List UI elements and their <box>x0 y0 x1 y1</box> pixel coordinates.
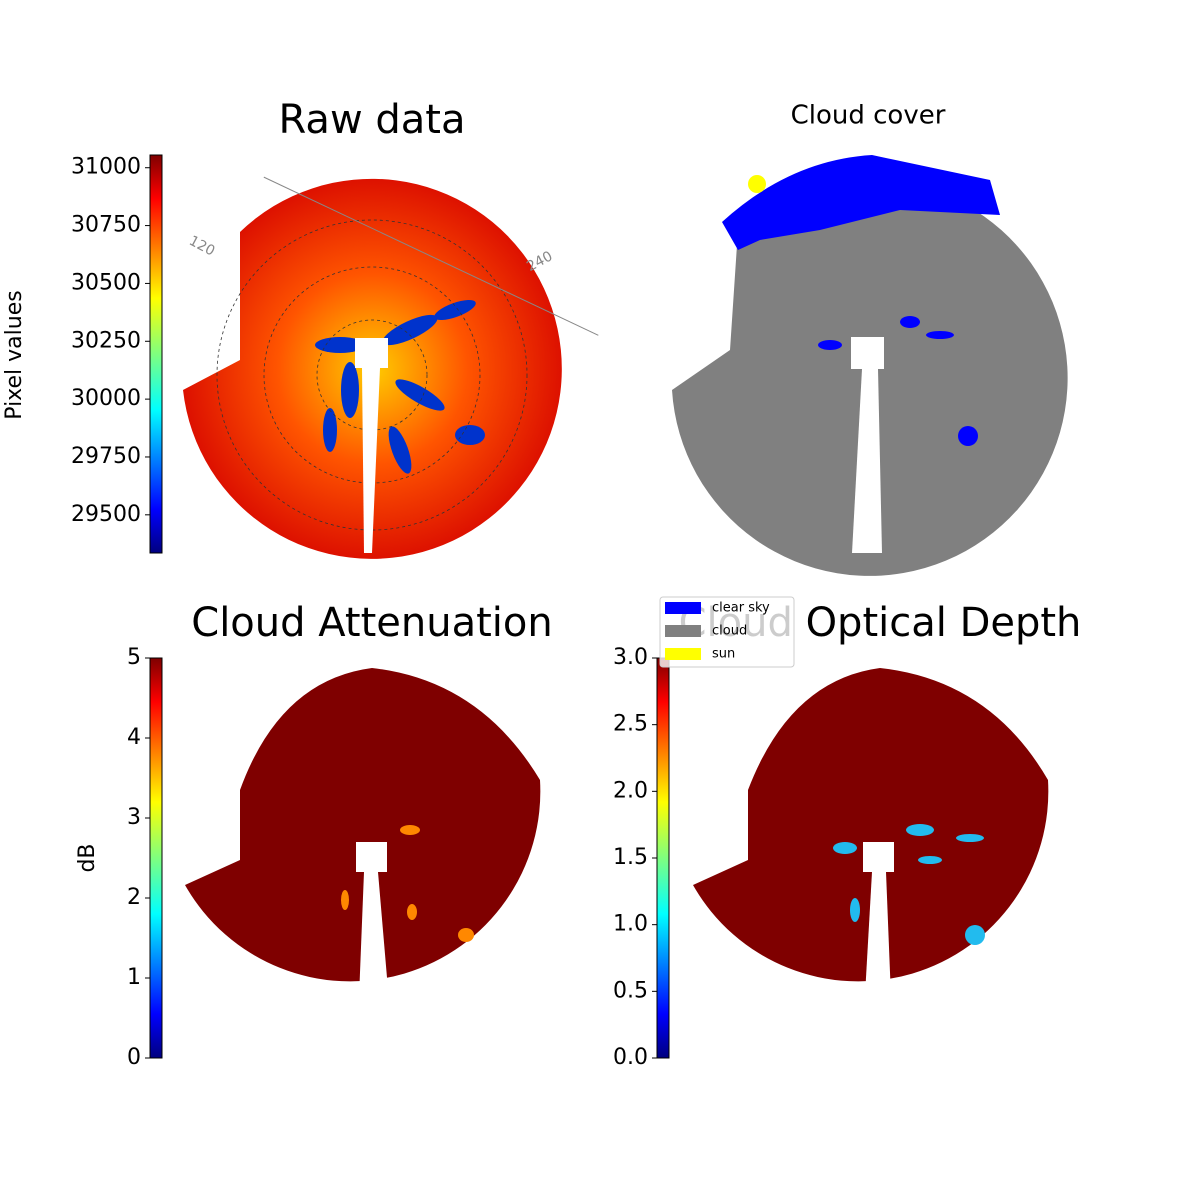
colorbar-tick-label: 1.5 <box>613 845 648 870</box>
colorbar-tick-label: 1 <box>127 965 141 990</box>
colorbar-tick-label: 3.0 <box>613 645 648 670</box>
colorbar-label: dB <box>75 843 100 872</box>
raw-image <box>183 176 599 559</box>
legend-label: sun <box>712 647 735 662</box>
colorbar-tick-label: 2.5 <box>613 712 648 737</box>
colorbar-tick-label: 30500 <box>71 270 141 295</box>
colorbar-tick-label: 2.0 <box>613 778 648 803</box>
legend-swatch <box>665 625 701 637</box>
panel-title: Cloud Attenuation <box>191 600 552 646</box>
colorbar-label: Pixel values <box>2 290 27 419</box>
colorbar-tick-label: 4 <box>127 725 141 750</box>
legend-label: clear sky <box>712 601 770 616</box>
colorbar-tick-label: 31000 <box>71 155 141 180</box>
colorbar-tick-label: 2 <box>127 885 141 910</box>
optical-depth-image <box>693 668 1049 1048</box>
panel-title: Raw data <box>279 97 466 143</box>
legend-label: cloud <box>712 624 747 639</box>
legend-swatch <box>665 602 701 614</box>
colorbar-tick-label: 30000 <box>71 386 141 411</box>
panel-title: Cloud cover <box>791 101 946 131</box>
colorbar-tick-label: 30250 <box>71 328 141 353</box>
polar-annotation: 240 <box>524 248 555 275</box>
colorbar-tick-label: 5 <box>127 645 141 670</box>
colorbar-tick-label: 0.5 <box>613 978 648 1003</box>
legend-swatch <box>665 648 701 660</box>
colorbar <box>656 657 670 1059</box>
colorbar-tick-label: 3 <box>127 805 141 830</box>
attenuation-image <box>185 668 541 1048</box>
colorbar-tick-label: 30750 <box>71 213 141 238</box>
colorbar <box>149 154 163 554</box>
polar-annotation: 120 <box>186 233 217 260</box>
colorbar-tick-label: 1.0 <box>613 912 648 937</box>
colorbar-tick-label: 29500 <box>71 502 141 527</box>
colorbar-tick-label: 0 <box>127 1045 141 1070</box>
cloud-cover-image <box>672 155 1068 576</box>
colorbar-tick-label: 29750 <box>71 444 141 469</box>
colorbar-tick-label: 0.0 <box>613 1045 648 1070</box>
colorbar <box>149 657 163 1059</box>
